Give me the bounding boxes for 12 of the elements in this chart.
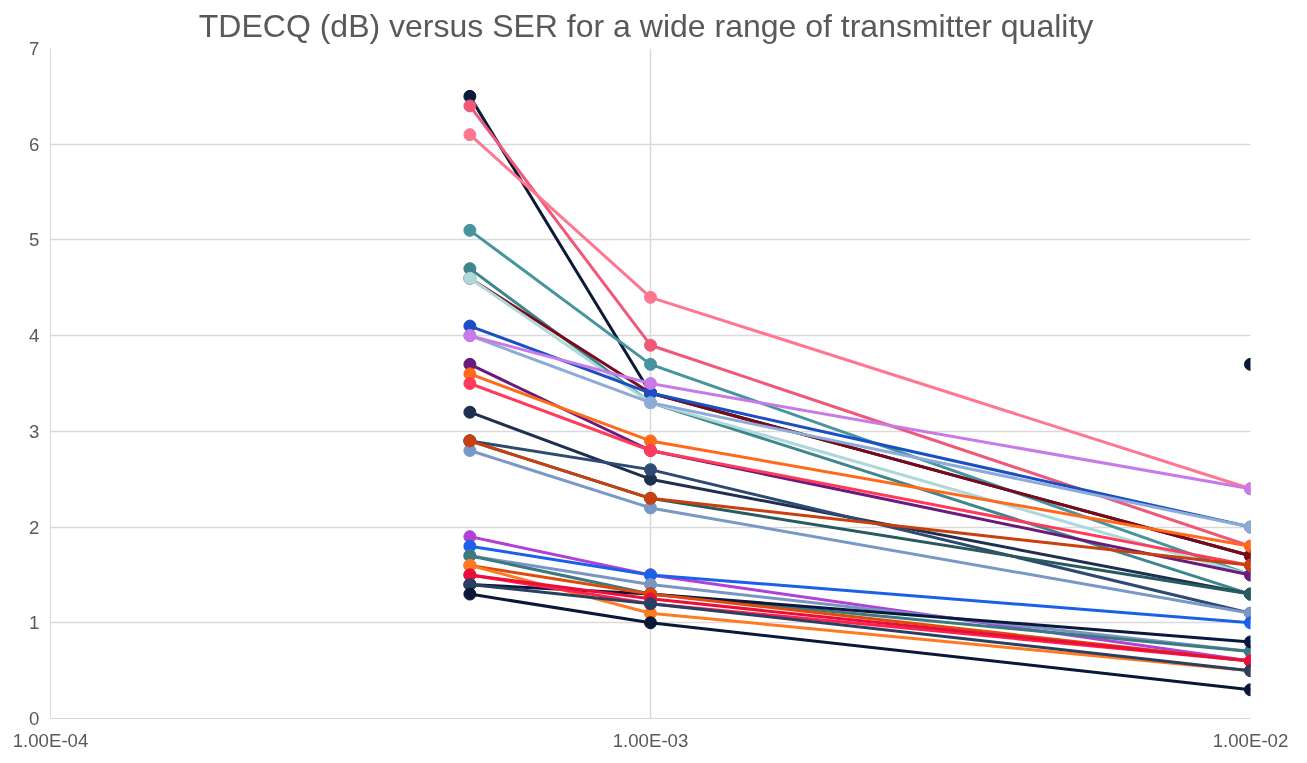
y-tick-label: 7 — [29, 38, 40, 59]
y-tick-label: 5 — [29, 229, 40, 251]
y-tick-label: 0 — [29, 708, 40, 729]
y-tick-label: 3 — [29, 420, 40, 442]
x-tick-label: 1.00E-04 — [12, 729, 89, 751]
chart-title: TDECQ (dB) versus SER for a wide range of transmitter quality — [198, 7, 1094, 44]
y-tick-label: 1 — [29, 612, 40, 634]
x-tick-label: 1.00E-02 — [1212, 729, 1289, 751]
x-tick-label: 1.00E-03 — [612, 729, 689, 751]
y-tick-label: 6 — [29, 133, 40, 155]
y-tick-label: 4 — [29, 325, 40, 347]
y-tick-label: 2 — [29, 516, 40, 538]
